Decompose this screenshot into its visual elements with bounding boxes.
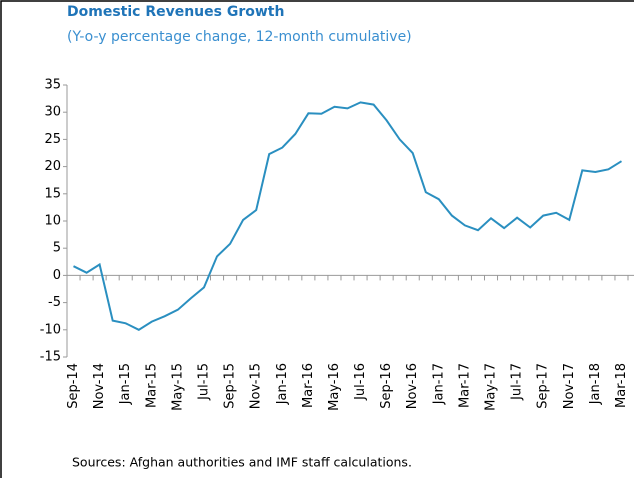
y-tick-label: 10 — [44, 214, 61, 229]
x-tick-label: Jul-16 — [353, 363, 368, 401]
x-tick-label: Nov-17 — [562, 363, 577, 409]
y-tick-label: 5 — [53, 241, 61, 256]
x-tick-label: Sep-15 — [223, 363, 238, 409]
y-tick-label: 0 — [53, 268, 61, 283]
x-tick-label: Mar-17 — [457, 363, 472, 408]
x-tick-label: May-17 — [484, 363, 499, 411]
x-tick-label: Jul-15 — [196, 363, 211, 401]
x-tick-label: Sep-16 — [379, 363, 394, 409]
x-tick-label: May-15 — [170, 363, 185, 411]
y-tick-label: -15 — [40, 350, 61, 365]
x-tick-label: Jan-17 — [431, 363, 446, 405]
y-tick-label: -10 — [40, 322, 61, 337]
x-tick-label: May-16 — [327, 363, 342, 411]
x-tick-label: Nov-14 — [92, 363, 107, 409]
chart-title: Domestic Revenues Growth — [67, 4, 284, 20]
x-tick-label: Sep-14 — [66, 363, 81, 409]
x-tick-label: Mar-16 — [301, 363, 316, 408]
x-tick-label: Jan-16 — [275, 363, 290, 405]
x-tick-label: Nov-16 — [405, 363, 420, 409]
x-tick-label: Sep-17 — [536, 363, 551, 409]
y-tick-label: 30 — [44, 105, 61, 120]
y-tick-label: 25 — [44, 132, 61, 147]
x-tick-label: Jul-17 — [510, 363, 525, 401]
y-tick-label: -5 — [48, 295, 61, 310]
source-note: Sources: Afghan authorities and IMF staf… — [72, 455, 412, 470]
x-tick-label: Mar-18 — [614, 363, 629, 408]
data-line — [73, 101, 623, 331]
x-tick-label: Mar-15 — [144, 363, 159, 408]
chart-subtitle: (Y-o-y percentage change, 12-month cumul… — [67, 29, 412, 45]
x-tick-label: Jan-18 — [588, 363, 603, 405]
y-tick-label: 20 — [44, 159, 61, 174]
x-tick-label: Jan-15 — [118, 363, 133, 405]
y-tick-label: 35 — [44, 78, 61, 93]
x-tick-label: Nov-15 — [249, 363, 264, 409]
y-tick-label: 15 — [44, 186, 61, 201]
